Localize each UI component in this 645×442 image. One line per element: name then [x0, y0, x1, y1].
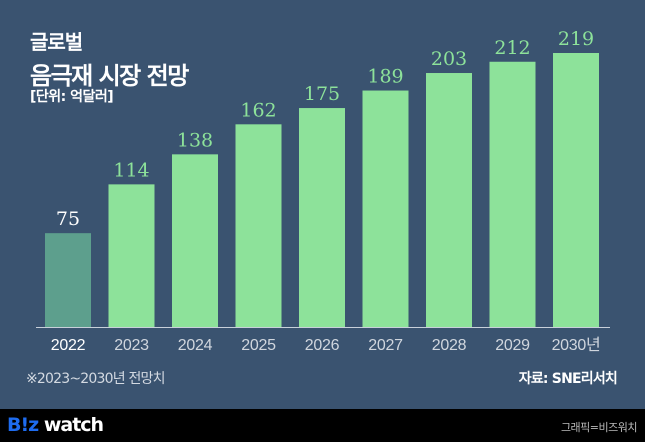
value-label: 138 — [177, 129, 213, 151]
bar-2023 — [108, 184, 155, 327]
x-tick-label: 2026 — [305, 337, 340, 354]
bar-2029 — [489, 61, 536, 327]
x-tick-label: 2027 — [368, 337, 403, 354]
value-label: 212 — [494, 37, 530, 59]
x-tick-label: 2025 — [241, 337, 276, 354]
unit-label: [단위: 억달러] — [30, 89, 114, 105]
bar-2027 — [362, 90, 409, 328]
bar-2026 — [299, 108, 345, 327]
bar-2022 — [45, 233, 91, 327]
bar-2028 — [426, 73, 472, 327]
bar-chart: 75 2022 114 2023 138 2024 162 2025 175 2026 189 202… — [36, 28, 610, 354]
bar-2025 — [235, 124, 282, 328]
x-tick-label: 2022 — [51, 337, 86, 354]
value-label: 219 — [558, 28, 594, 50]
value-label: 114 — [113, 159, 149, 181]
chart-title: 음극재 시장 전망 — [30, 62, 189, 90]
x-tick-label: 2023 — [114, 337, 149, 354]
source-label: 자료: SNE리서치 — [518, 371, 618, 387]
value-label: 162 — [240, 99, 276, 121]
x-tick-label: 2030년 — [552, 336, 601, 354]
value-label: 175 — [304, 83, 340, 105]
bizwatch-logo: B!z watch — [7, 414, 104, 436]
value-label: 75 — [56, 208, 80, 230]
bar-2030년 — [553, 53, 599, 327]
value-label: 189 — [367, 66, 403, 88]
bar-2024 — [172, 154, 218, 327]
title-line1: 글로벌 — [30, 30, 83, 54]
x-tick-label: 2028 — [432, 337, 467, 354]
forecast-note: ※2023~2030년 전망치 — [26, 371, 166, 387]
graphic-credit: 그래픽=비즈워치 — [560, 421, 638, 434]
value-label: 203 — [431, 48, 467, 70]
x-tick-label: 2024 — [178, 337, 213, 354]
footer-bar: B!z watch 그래픽=비즈워치 — [0, 409, 645, 442]
x-tick-label: 2029 — [495, 337, 530, 354]
